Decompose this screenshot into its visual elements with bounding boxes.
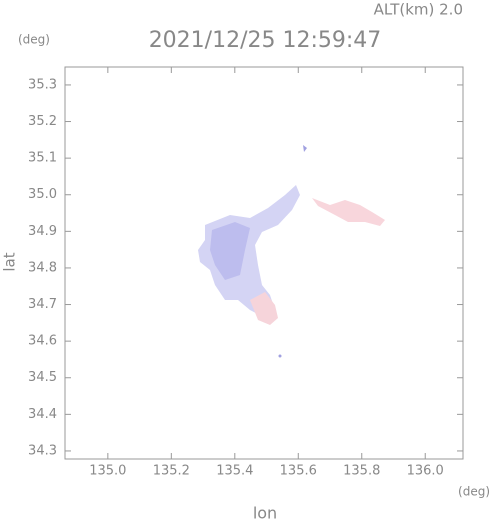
y-tick-label: 35.1: [28, 151, 57, 166]
chart-title: 2021/12/25 12:59:47: [149, 28, 382, 53]
y-tick-label: 34.3: [28, 443, 57, 458]
x-tick-label: 135.8: [343, 464, 380, 479]
y-tick-label: 34.7: [28, 297, 57, 312]
y-tick-label: 34.4: [28, 407, 57, 422]
altitude-label: ALT(km) 2.0: [374, 1, 463, 19]
y-tick-label: 34.9: [28, 224, 57, 239]
y-tick-label: 34.8: [28, 260, 57, 275]
x-tick-label: 135.2: [153, 464, 190, 479]
plot-frame: [64, 66, 464, 460]
echo-field: [198, 145, 385, 358]
y-tick-label: 35.3: [28, 77, 57, 92]
x-tick-label: 135.6: [280, 464, 317, 479]
y-tick-label: 34.6: [28, 334, 57, 349]
y-tick-label: 35.2: [28, 114, 57, 129]
y-axis-label: lat: [1, 252, 19, 271]
x-tick-label: 135.0: [89, 464, 126, 479]
y-tick-label: 35.0: [28, 187, 57, 202]
x-tick-label: 135.4: [216, 464, 253, 479]
x-axis-label: lon: [253, 504, 277, 521]
x-unit: (deg): [458, 485, 490, 499]
y-unit: (deg): [18, 33, 50, 47]
x-tick-label: 136.0: [407, 464, 444, 479]
y-tick-label: 34.5: [28, 370, 57, 385]
